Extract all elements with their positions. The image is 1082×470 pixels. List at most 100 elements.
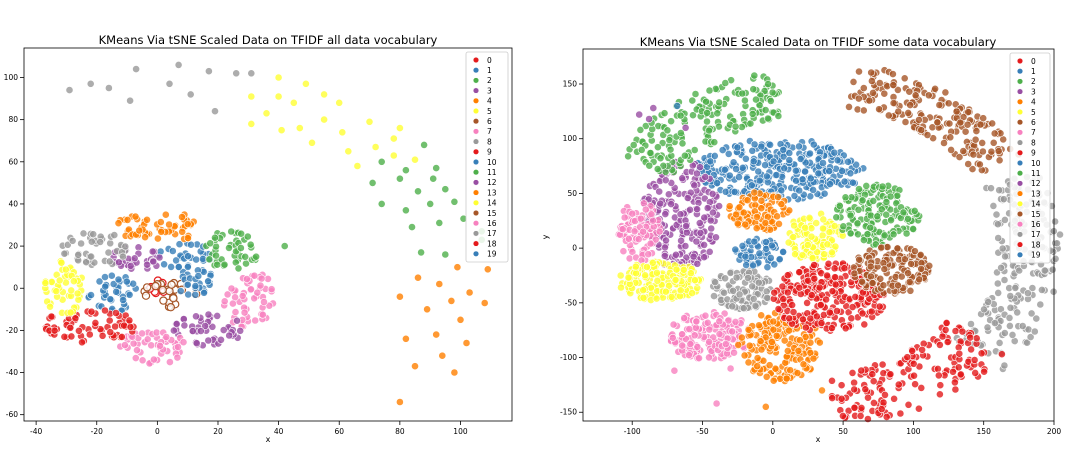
data-point-cluster-16 — [693, 342, 702, 351]
data-point-cluster-17 — [754, 278, 763, 287]
data-point-cluster-2 — [705, 126, 713, 135]
data-point-cluster-5 — [320, 90, 328, 99]
data-point-cluster-9 — [847, 314, 856, 323]
data-point-cluster-18 — [861, 385, 870, 394]
right-chart-title: KMeans Via tSNE Scaled Data on TFIDF som… — [640, 35, 997, 49]
data-point-cluster-3 — [635, 110, 644, 119]
data-point-cluster-5 — [344, 147, 353, 156]
data-point-cluster-17 — [744, 273, 752, 282]
y-tick-label: -150 — [560, 408, 577, 417]
data-point-cluster-2 — [691, 90, 700, 98]
data-point-cluster-13 — [795, 336, 804, 345]
data-point-cluster-18 — [864, 415, 872, 423]
data-point-cluster-4 — [777, 200, 786, 209]
data-point-cluster-14 — [671, 275, 680, 284]
data-point-cluster-7 — [712, 399, 721, 408]
data-point-cluster-18 — [936, 381, 945, 390]
data-point-cluster-8 — [204, 67, 213, 76]
data-point-cluster-2 — [715, 98, 724, 107]
data-point-cluster-6 — [169, 294, 178, 303]
data-point-cluster-2 — [426, 199, 435, 208]
data-point-cluster-18 — [87, 307, 96, 316]
data-point-cluster-2 — [660, 109, 669, 118]
legend-label-11: 11 — [487, 168, 497, 177]
data-point-cluster-12 — [683, 194, 692, 202]
legend-label-10: 10 — [487, 158, 497, 167]
data-point-cluster-2 — [690, 146, 699, 154]
data-point-cluster-17 — [1051, 254, 1060, 263]
legend-marker-19 — [472, 250, 480, 257]
legend-marker-8 — [472, 138, 480, 145]
data-point-cluster-13 — [161, 210, 170, 219]
data-point-cluster-13 — [447, 296, 456, 305]
data-point-cluster-10 — [738, 163, 747, 172]
legend-marker-12 — [472, 179, 480, 186]
data-point-cluster-2 — [220, 260, 229, 269]
data-point-cluster-10 — [749, 157, 758, 166]
data-point-cluster-18 — [882, 412, 891, 421]
data-point-cluster-10 — [184, 252, 192, 261]
data-point-cluster-4 — [752, 224, 761, 233]
data-point-cluster-12 — [682, 222, 690, 230]
data-point-cluster-13 — [744, 325, 753, 334]
legend-marker-17 — [472, 230, 480, 237]
data-point-cluster-10 — [846, 169, 855, 178]
data-point-cluster-5 — [789, 233, 798, 241]
data-point-cluster-5 — [389, 151, 398, 160]
data-point-cluster-7 — [639, 227, 647, 236]
data-point-cluster-9 — [840, 264, 849, 273]
data-point-cluster-12 — [672, 250, 680, 259]
x-tick-label: 80 — [395, 427, 405, 436]
data-point-cluster-1 — [119, 296, 127, 304]
data-point-cluster-15 — [859, 84, 868, 92]
data-point-cluster-10 — [725, 171, 734, 180]
data-point-cluster-12 — [690, 181, 699, 190]
data-point-cluster-5 — [790, 221, 798, 230]
data-point-cluster-9 — [817, 319, 826, 327]
data-point-cluster-4 — [733, 219, 742, 228]
right-chart: KMeans Via tSNE Scaled Data on TFIDF som… — [541, 35, 1064, 444]
data-point-cluster-7 — [619, 247, 628, 256]
x-tick-label: 100 — [453, 427, 468, 436]
data-point-cluster-18 — [966, 333, 975, 342]
legend-label-16: 16 — [487, 219, 497, 228]
data-point-cluster-2 — [667, 117, 675, 126]
data-point-cluster-4 — [774, 193, 782, 201]
data-point-cluster-18 — [848, 368, 857, 377]
data-point-cluster-5 — [389, 134, 398, 143]
data-point-cluster-2 — [450, 197, 459, 206]
data-point-cluster-15 — [867, 68, 876, 77]
right-x-axis: -100 -50 0 50 100 150 200 — [624, 421, 1061, 436]
data-point-cluster-2 — [681, 151, 689, 160]
data-point-cluster-15 — [850, 269, 859, 278]
data-point-cluster-16 — [165, 358, 174, 366]
data-point-cluster-15 — [876, 274, 885, 283]
data-point-cluster-11 — [873, 212, 882, 221]
data-point-cluster-10 — [720, 165, 729, 174]
data-point-cluster-19 — [191, 290, 200, 299]
data-point-cluster-17 — [735, 290, 744, 299]
data-point-cluster-10 — [825, 167, 834, 175]
data-point-cluster-12 — [693, 205, 701, 214]
data-point-cluster-12 — [689, 252, 698, 261]
data-point-cluster-19 — [750, 237, 759, 246]
data-point-cluster-10 — [748, 146, 757, 155]
data-point-cluster-9 — [813, 312, 821, 321]
data-point-cluster-9 — [851, 292, 860, 301]
data-point-cluster-3 — [155, 253, 164, 262]
data-point-cluster-1 — [95, 277, 104, 286]
data-point-cluster-18 — [904, 400, 913, 409]
data-point-cluster-16 — [701, 311, 710, 320]
data-point-cluster-12 — [204, 336, 213, 345]
data-point-cluster-2 — [401, 206, 410, 215]
legend-label-9: 9 — [1031, 149, 1036, 158]
data-point-cluster-11 — [846, 229, 855, 238]
data-point-cluster-10 — [754, 167, 763, 176]
data-point-cluster-9 — [803, 298, 811, 307]
data-point-cluster-16 — [133, 346, 141, 355]
legend-marker-4 — [472, 97, 480, 104]
data-point-cluster-12 — [661, 210, 670, 218]
data-point-cluster-17 — [77, 239, 85, 248]
data-point-cluster-12 — [233, 316, 241, 325]
data-point-cluster-14 — [616, 271, 625, 280]
